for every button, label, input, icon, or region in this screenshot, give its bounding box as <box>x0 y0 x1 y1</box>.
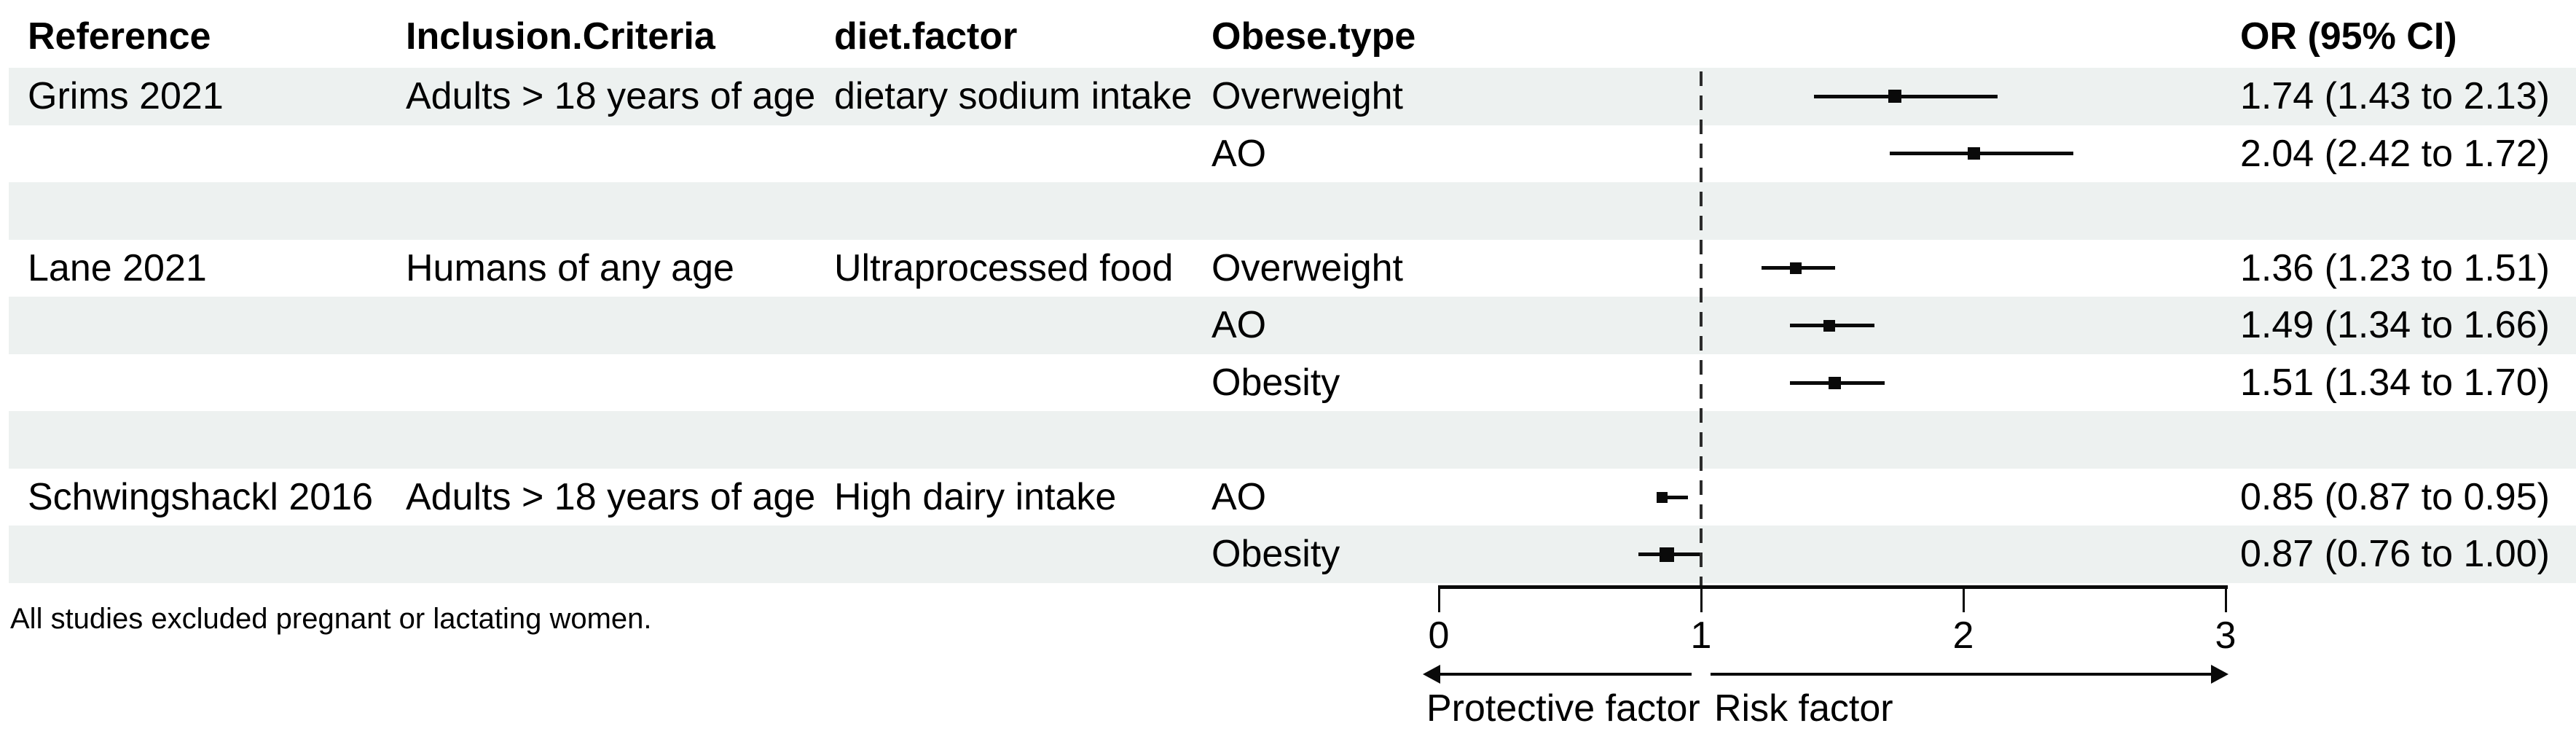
or-ci-cell: 1.51 (1.34 to 1.70) <box>2240 361 2550 404</box>
reference-cell: Schwingshackl 2016 <box>28 475 374 518</box>
risk-factor-label: Risk factor <box>1714 687 1893 730</box>
obese-type-cell: AO <box>1212 475 1267 518</box>
or-point-marker <box>1967 147 1980 160</box>
diet-factor-cell: Ultraprocessed food <box>834 246 1174 289</box>
x-axis-tick <box>1700 585 1703 612</box>
inclusion-criteria-cell: Adults > 18 years of age <box>406 75 816 117</box>
inclusion-criteria-cell: Humans of any age <box>406 246 734 289</box>
table-row: Grims 2021 Adults > 18 years of age dietar… <box>9 68 2576 125</box>
table-row-blank <box>9 182 2576 240</box>
footnote: All studies excluded pregnant or lactati… <box>10 603 652 635</box>
table-row: Obesity 0.87 (0.76 to 1.00) <box>9 526 2576 584</box>
risk-arrow-line <box>1711 673 2211 676</box>
or-ci-cell: 2.04 (2.42 to 1.72) <box>2240 132 2550 175</box>
x-axis-tick <box>1438 585 1440 612</box>
or-point-marker <box>1660 547 1675 562</box>
protective-arrow-head-icon <box>1423 665 1440 684</box>
table-row: Lane 2021 Humans of any age Ultraprocessed… <box>9 240 2576 297</box>
protective-arrow-line <box>1437 673 1692 676</box>
reference-cell: Grims 2021 <box>28 75 224 117</box>
or-point-marker <box>1823 319 1836 332</box>
risk-arrow-head-icon <box>2211 665 2229 684</box>
x-axis-tick-label: 2 <box>1952 614 1974 657</box>
reference-cell: Lane 2021 <box>28 246 207 289</box>
or-ci-cell: 1.49 (1.34 to 1.66) <box>2240 304 2550 347</box>
x-axis-tick-label: 3 <box>2215 614 2237 657</box>
column-header-inclusion-criteria: Inclusion.Criteria <box>406 15 715 58</box>
or-ci-cell: 1.36 (1.23 to 1.51) <box>2240 246 2550 289</box>
table-row: AO 2.04 (2.42 to 1.72) <box>9 125 2576 183</box>
table-row: Schwingshackl 2016 Adults > 18 years of a… <box>9 469 2576 526</box>
column-header-reference: Reference <box>28 15 211 58</box>
or-ci-cell: 1.74 (1.43 to 2.13) <box>2240 75 2550 117</box>
or-point-marker <box>1829 376 1842 389</box>
x-axis-line <box>1439 585 2228 589</box>
obese-type-cell: Overweight <box>1212 75 1403 117</box>
reference-line-dashed <box>1700 71 1703 585</box>
table-row-blank <box>9 411 2576 469</box>
x-axis-tick-label: 0 <box>1428 614 1450 657</box>
table-row: Obesity 1.51 (1.34 to 1.70) <box>9 354 2576 412</box>
obese-type-cell: Obesity <box>1212 361 1340 404</box>
diet-factor-cell: High dairy intake <box>834 475 1117 518</box>
or-ci-cell: 0.87 (0.76 to 1.00) <box>2240 533 2550 576</box>
table-row: AO 1.49 (1.34 to 1.66) <box>9 297 2576 354</box>
obese-type-cell: Overweight <box>1212 246 1403 289</box>
column-header-or-ci: OR (95% CI) <box>2240 15 2457 58</box>
x-axis-tick <box>2225 585 2227 612</box>
column-header-diet-factor: diet.factor <box>834 15 1018 58</box>
or-point-marker <box>1888 90 1902 104</box>
x-axis-tick-label: 1 <box>1690 614 1712 657</box>
or-point-marker <box>1789 262 1802 274</box>
column-header-obese-type: Obese.type <box>1212 15 1416 58</box>
or-ci-cell: 0.85 (0.87 to 0.95) <box>2240 475 2550 518</box>
obese-type-cell: AO <box>1212 132 1267 175</box>
ci-whisker <box>1890 152 2074 156</box>
diet-factor-cell: dietary sodium intake <box>834 75 1193 117</box>
obese-type-cell: Obesity <box>1212 533 1340 576</box>
obese-type-cell: AO <box>1212 304 1267 347</box>
protective-factor-label: Protective factor <box>1426 687 1700 730</box>
ci-whisker <box>1813 94 1998 98</box>
ci-whisker <box>1667 495 1688 499</box>
x-axis-tick <box>1963 585 1965 612</box>
inclusion-criteria-cell: Adults > 18 years of age <box>406 475 816 518</box>
or-point-marker <box>1656 491 1668 503</box>
